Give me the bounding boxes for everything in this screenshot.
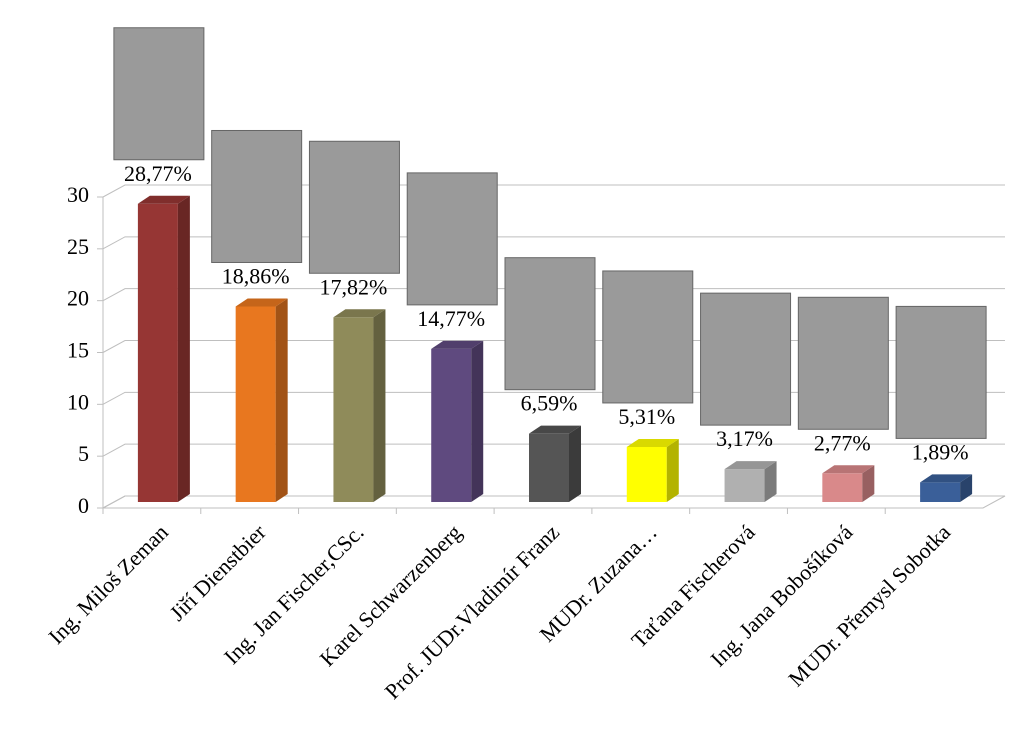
bar-side	[764, 461, 777, 502]
grid-line	[102, 288, 1005, 302]
photo	[308, 140, 400, 274]
bar-front	[724, 469, 765, 502]
value-label: 6,59%	[521, 391, 578, 416]
bar-side	[177, 195, 190, 502]
bar-side	[960, 474, 973, 502]
photo	[406, 172, 498, 306]
x-tick-label: MUDr. Přemysl Sobotka	[783, 519, 955, 691]
photo	[895, 305, 987, 439]
value-label: 1,89%	[912, 439, 969, 464]
x-tick-label: Jiří Dienstbier	[165, 519, 272, 626]
y-tick-label: 20	[67, 286, 89, 311]
bar	[724, 461, 777, 502]
bar-side	[471, 340, 484, 502]
x-tick-label: Prof. JUDr.Vladimír Franz	[380, 519, 565, 704]
y-tick-label: 15	[67, 338, 89, 363]
grid-line	[102, 443, 1005, 457]
y-tick-label: 5	[78, 441, 89, 466]
bar	[920, 474, 973, 502]
bar-top	[724, 461, 777, 470]
bar	[333, 309, 386, 502]
bar-side	[666, 438, 679, 502]
y-tick-label: 30	[67, 182, 89, 207]
bar-top	[822, 465, 875, 474]
bar	[626, 438, 679, 502]
photo	[504, 257, 596, 391]
photo	[602, 270, 694, 404]
photo	[211, 129, 303, 263]
value-label: 3,17%	[716, 426, 773, 451]
bar-front	[431, 348, 472, 502]
bar	[822, 465, 875, 502]
photo	[700, 292, 792, 426]
bar-front	[822, 473, 863, 502]
bar	[529, 425, 581, 502]
x-tick-label: Ing. Miloš Zeman	[43, 519, 173, 649]
bar-side	[373, 309, 386, 502]
bar-top	[137, 195, 190, 204]
photo	[797, 296, 889, 430]
bar-front	[235, 306, 276, 502]
bar-front	[137, 203, 178, 502]
bar-front	[529, 433, 569, 502]
value-label: 17,82%	[320, 274, 388, 299]
bar-front	[920, 482, 961, 502]
bar-front	[333, 317, 374, 502]
bar-side	[275, 298, 288, 502]
bar-top	[235, 298, 288, 307]
value-label: 2,77%	[814, 430, 871, 455]
bar-top	[333, 309, 386, 318]
bar	[431, 340, 484, 502]
bar-side	[862, 465, 875, 502]
bar-side	[569, 425, 581, 502]
value-label: 18,86%	[222, 264, 290, 289]
bar-top	[431, 340, 484, 349]
photo	[113, 27, 205, 161]
grid-line	[102, 236, 1005, 250]
bar-top	[529, 425, 581, 434]
bar-top	[920, 474, 973, 483]
bar-top	[626, 438, 679, 447]
value-label: 14,77%	[417, 306, 485, 331]
y-tick-label: 25	[67, 234, 89, 259]
value-label: 28,77%	[124, 161, 192, 186]
grid-line	[102, 495, 1005, 509]
y-tick-label: 0	[78, 493, 89, 518]
grid-line	[102, 184, 1005, 198]
y-tick-label: 10	[67, 389, 89, 414]
value-label: 5,31%	[618, 404, 675, 429]
bar-front	[626, 446, 667, 502]
bar	[235, 298, 288, 502]
bar	[137, 195, 190, 502]
